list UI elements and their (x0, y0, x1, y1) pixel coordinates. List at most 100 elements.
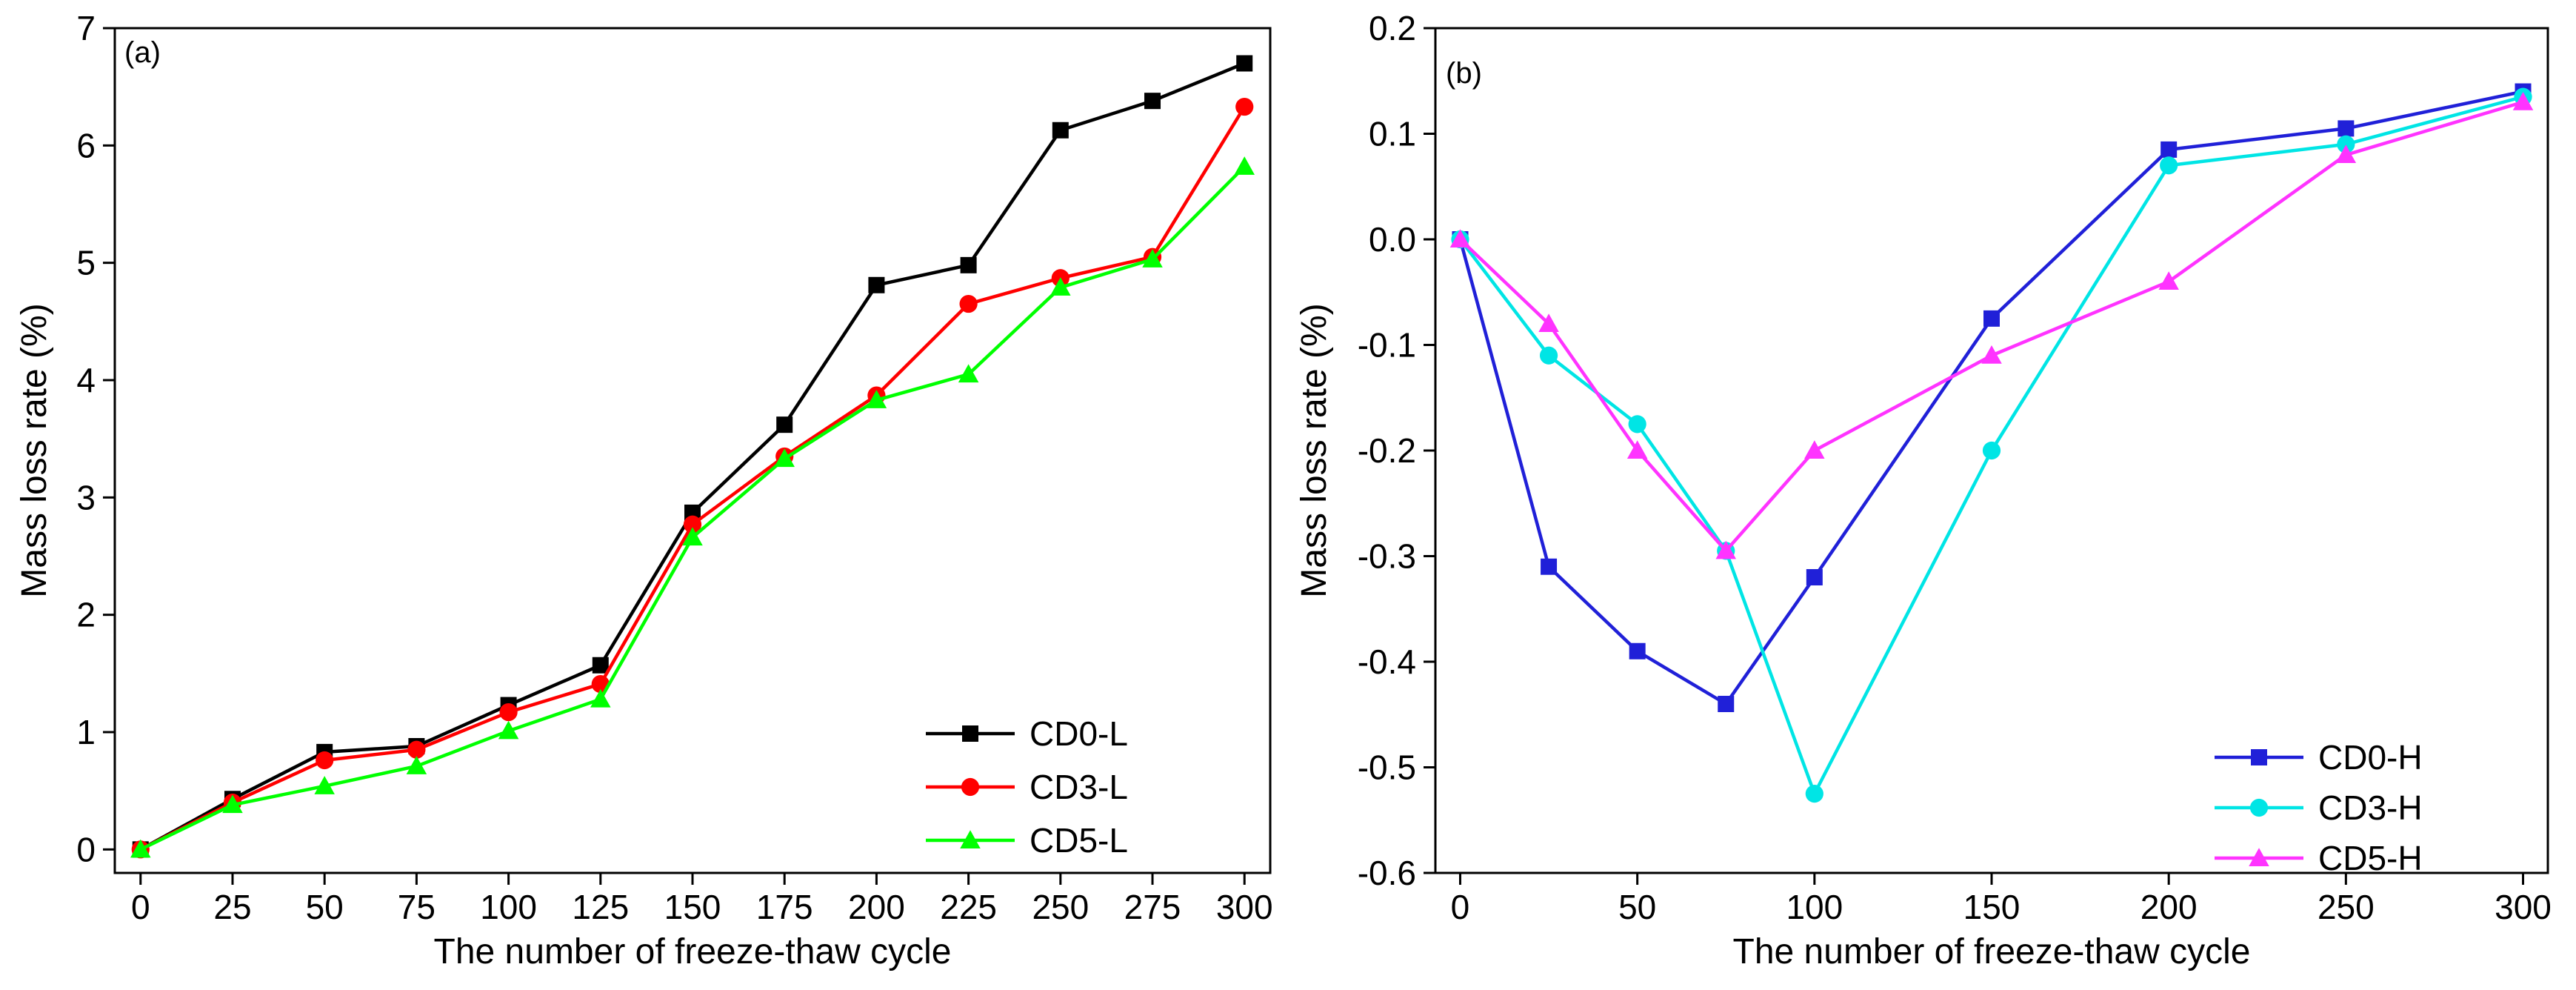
data-point (1983, 310, 2000, 327)
x-tick-label: 100 (480, 888, 537, 926)
x-tick-label: 150 (1963, 888, 2021, 926)
y-tick-label: 2 (76, 596, 96, 634)
y-tick-label: 7 (76, 9, 96, 47)
data-point (1629, 642, 1646, 660)
y-tick-label: 3 (76, 478, 96, 516)
data-point (316, 751, 334, 770)
y-tick-label: 0.1 (1369, 115, 1416, 153)
legend-marker (2249, 798, 2269, 817)
data-point (2335, 144, 2357, 163)
x-tick-label: 250 (1032, 888, 1089, 926)
data-point (959, 294, 978, 313)
legend: CD0-L CD3-L CD5-L (926, 714, 1128, 860)
data-point (1626, 440, 1648, 459)
data-point (776, 416, 793, 433)
x-tick-label: 100 (1786, 888, 1843, 926)
x-tick-label: 275 (1124, 888, 1181, 926)
data-point (1718, 696, 1735, 712)
data-point (406, 756, 427, 774)
y-tick-label: 4 (76, 361, 96, 399)
data-point (1142, 249, 1163, 268)
data-point (2512, 92, 2534, 110)
data-point (2337, 135, 2355, 153)
x-tick-label: 300 (1216, 888, 1273, 926)
data-point (960, 256, 977, 273)
legend-marker (2249, 848, 2269, 866)
data-point (499, 702, 518, 722)
legend-marker (2251, 749, 2267, 765)
series-CD5-L (130, 156, 1255, 858)
data-point (1050, 277, 1071, 296)
x-tick-label: 200 (2140, 888, 2198, 926)
series-CD0-H (1452, 83, 2532, 712)
data-point (590, 688, 611, 708)
data-point (592, 657, 609, 674)
legend-marker (961, 777, 980, 797)
y-tick-label: -0.6 (1358, 854, 1416, 892)
data-point (130, 839, 151, 858)
data-point (1628, 415, 1646, 433)
data-point (1804, 440, 1825, 459)
legend: CD0-H CD3-H CD5-H (2215, 738, 2423, 877)
y-tick-label: 5 (76, 244, 96, 282)
data-point (1541, 558, 1558, 575)
x-tick-label: 50 (306, 888, 344, 926)
data-point (868, 276, 885, 293)
x-tick-label: 225 (940, 888, 997, 926)
y-tick-label: 0.0 (1369, 220, 1416, 259)
legend-label: CD3-H (2318, 788, 2423, 827)
x-tick-label: 300 (2495, 888, 2552, 926)
data-point (1052, 122, 1069, 139)
data-point (1449, 229, 1471, 248)
legend-label: CD5-H (2318, 839, 2423, 877)
y-tick-label: -0.5 (1358, 748, 1416, 787)
y-tick-label: -0.4 (1358, 642, 1416, 681)
data-point (682, 527, 703, 546)
data-point (1236, 55, 1253, 72)
y-axis-title: Mass loss rate (%) (15, 303, 54, 597)
data-point (683, 515, 702, 534)
series-CD3-H (1451, 87, 2532, 803)
x-tick-label: 50 (1618, 888, 1656, 926)
y-tick-label: 6 (76, 126, 96, 165)
legend-marker (960, 830, 981, 848)
data-point (2160, 156, 2178, 175)
x-tick-label: 175 (756, 888, 813, 926)
data-point (1806, 569, 1823, 585)
data-point (1234, 156, 1255, 175)
x-tick-label: 250 (2318, 888, 2375, 926)
legend-label: CD5-L (1030, 821, 1128, 860)
data-point (958, 364, 979, 383)
y-tick-label: 0.2 (1369, 9, 1416, 47)
data-point (1539, 346, 1558, 365)
y-axis-title: Mass loss rate (%) (1295, 303, 1334, 597)
data-point (498, 720, 519, 740)
y-tick-label: -0.3 (1358, 537, 1416, 576)
chart-panel-a: 0 25 50 75 100 125 150 175 200 225 250 275 300 0 1 2 3 4 5… (15, 9, 1273, 971)
x-tick-label: 0 (1451, 888, 1470, 926)
legend-label: CD3-L (1030, 768, 1128, 806)
data-point (314, 776, 335, 794)
x-axis-title: The number of freeze-thaw cycle (1733, 932, 2251, 971)
x-tick-label: 150 (664, 888, 721, 926)
x-tick-label: 0 (131, 888, 150, 926)
legend-label: CD0-H (2318, 738, 2423, 777)
panel-label: (b) (1446, 57, 1482, 90)
x-tick-label: 200 (848, 888, 905, 926)
legend-label: CD0-L (1030, 714, 1128, 753)
data-point (222, 794, 243, 814)
legend-marker (962, 725, 978, 742)
data-point (1981, 345, 2002, 364)
x-axis-title: The number of freeze-thaw cycle (434, 932, 952, 971)
data-point (2338, 120, 2355, 137)
x-tick-label: 75 (398, 888, 436, 926)
data-point (774, 448, 795, 468)
data-point (1982, 441, 2001, 460)
chart-panel-b: 0 50 100 150 200 250 300 -0.6 -0.5 -0.4 -0.3 -0.2 -0… (1295, 9, 2552, 971)
y-tick-label: 1 (76, 713, 96, 751)
data-point (1235, 97, 1254, 116)
data-point (407, 740, 426, 759)
series-CD5-H (1449, 92, 2534, 559)
y-tick-label: -0.1 (1358, 326, 1416, 365)
